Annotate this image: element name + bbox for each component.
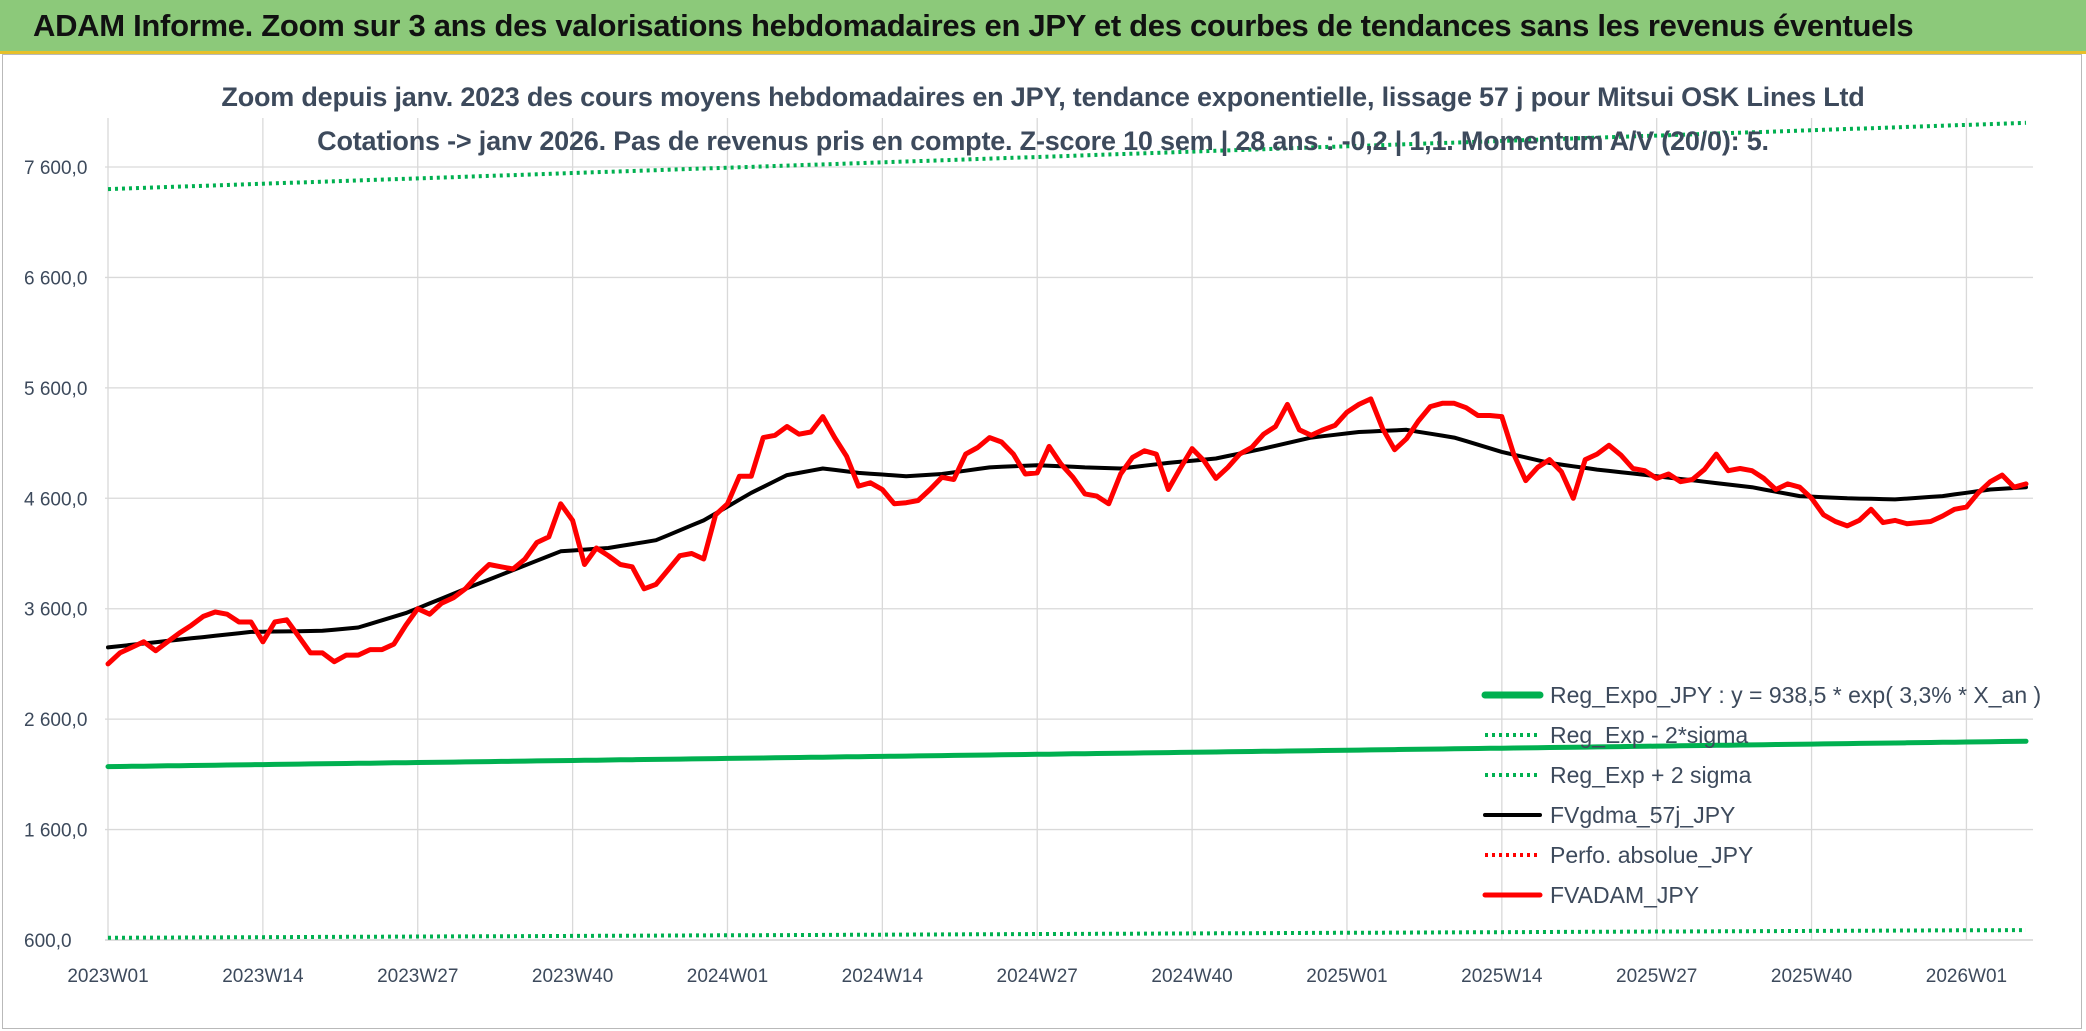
x-tick-label: 2024W40 (1151, 966, 1232, 987)
gridlines (105, 118, 2033, 941)
legend-label: Reg_Exp - 2*sigma (1550, 722, 1748, 748)
x-tick-label: 2025W40 (1771, 966, 1852, 987)
series-line-2 (107, 120, 2027, 192)
y-tick-label: 2 600,0 (24, 710, 87, 731)
y-tick-label: 1 600,0 (24, 821, 87, 842)
y-tick-label: 5 600,0 (24, 379, 87, 400)
x-tick-label: 2026W01 (1926, 966, 2007, 987)
x-tick-label: 2025W27 (1616, 966, 1697, 987)
axis-labels: 600,0 1 600,0 2 600,0 3 600,0 4 600,0 5 600,0… (24, 158, 2007, 987)
y-tick-label: 6 600,0 (24, 268, 87, 289)
y-tick-label: 600,0 (24, 931, 72, 952)
legend-label: Reg_Exp + 2 sigma (1550, 762, 1752, 788)
chart-title: Zoom depuis janv. 2023 des cours moyens … (221, 82, 1865, 112)
x-tick-label: 2023W01 (67, 966, 148, 987)
series-line-3 (106, 427, 2028, 650)
x-tick-label: 2023W40 (532, 966, 613, 987)
x-tick-label: 2024W01 (687, 966, 768, 987)
chart-frame (2, 54, 2082, 1029)
y-tick-label: 3 600,0 (24, 600, 87, 621)
x-tick-label: 2024W27 (997, 966, 1078, 987)
series-line-1 (107, 928, 2026, 940)
legend-label: Reg_Expo_JPY : y = 938,5 * exp( 3,3% * X… (1550, 682, 2041, 708)
x-tick-label: 2023W27 (377, 966, 458, 987)
x-tick-label: 2025W14 (1461, 966, 1543, 987)
legend: Reg_Expo_JPY : y = 938,5 * exp( 3,3% * X… (1481, 682, 2041, 908)
legend-label: FVgdma_57j_JPY (1550, 802, 1735, 828)
chart-subtitle: Cotations -> janv 2026. Pas de revenus p… (317, 126, 1769, 156)
x-tick-label: 2025W01 (1306, 966, 1387, 987)
report-banner: ADAM Informe. Zoom sur 3 ans des valoris… (0, 0, 2086, 54)
y-tick-label: 4 600,0 (24, 489, 87, 510)
x-tick-label: 2023W14 (222, 966, 304, 987)
x-tick-label: 2024W14 (842, 966, 924, 987)
report-title: ADAM Informe. Zoom sur 3 ans des valoris… (33, 8, 1914, 43)
series-line-5 (105, 396, 2029, 667)
series-layer (105, 120, 2029, 940)
legend-label: FVADAM_JPY (1550, 882, 1699, 908)
legend-label: Perfo. absolue_JPY (1550, 842, 1753, 868)
series-line-0 (105, 738, 2029, 770)
y-tick-label: 7 600,0 (24, 158, 87, 179)
